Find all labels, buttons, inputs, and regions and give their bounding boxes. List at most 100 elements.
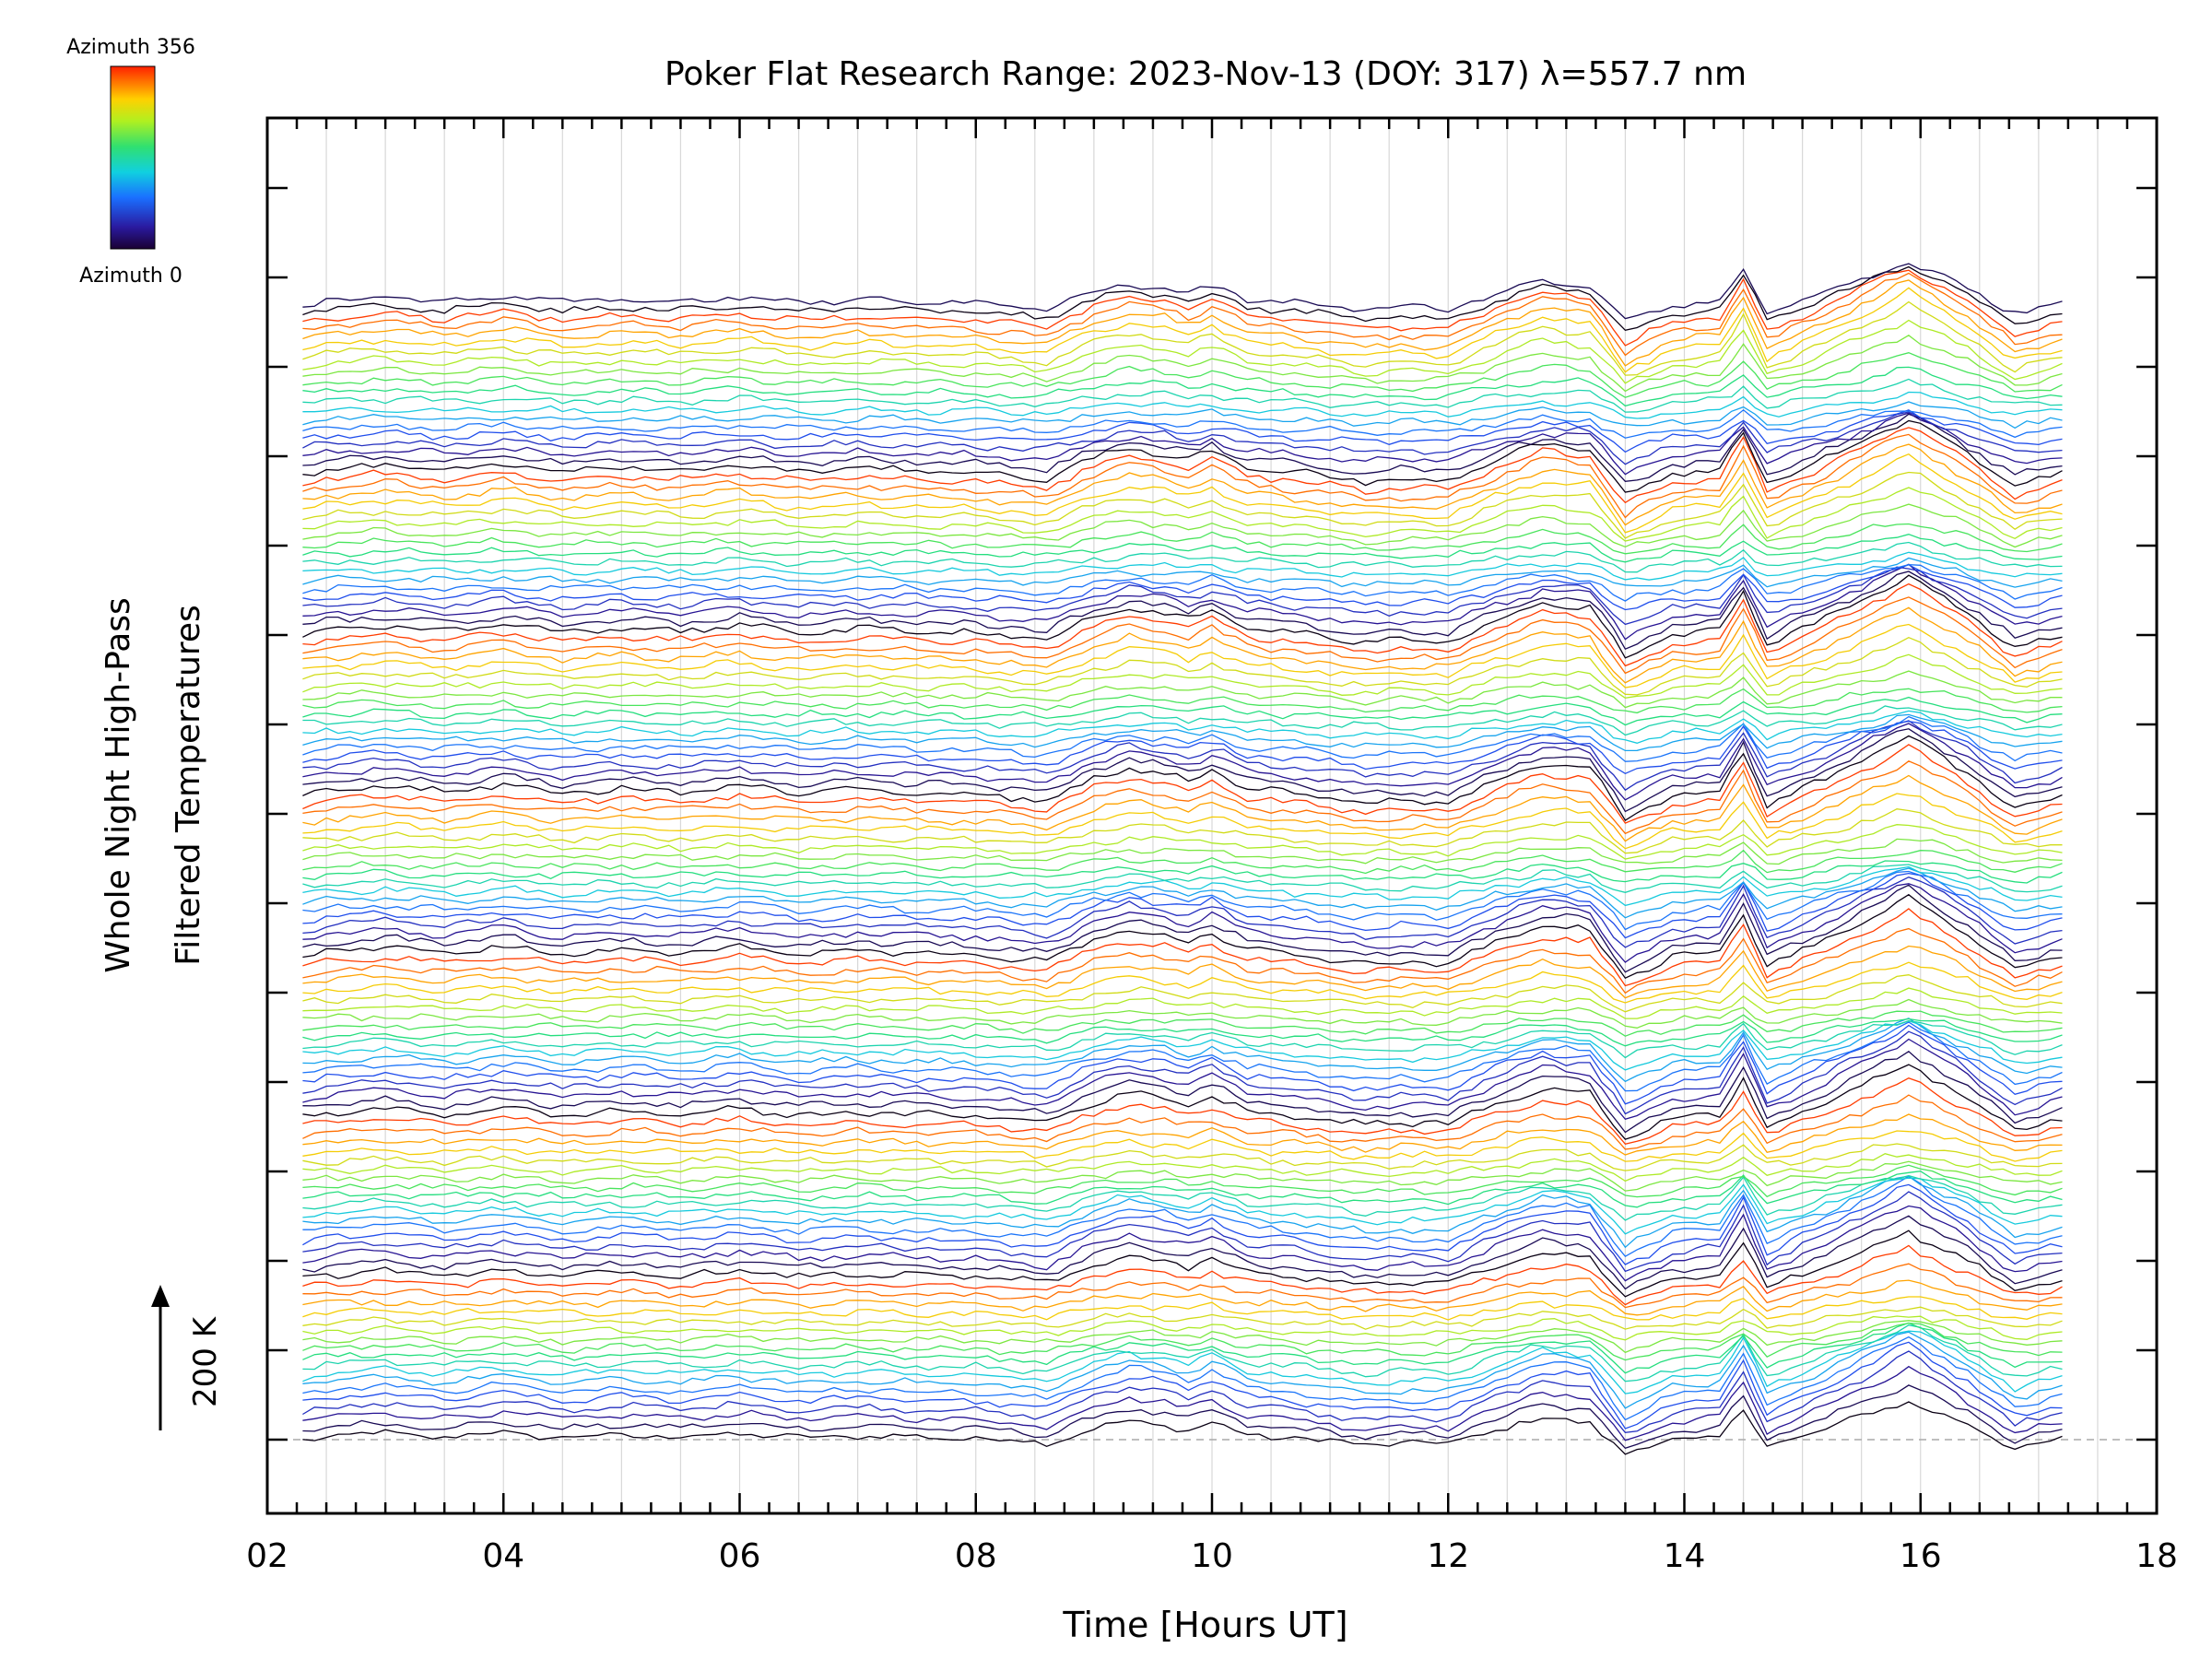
series-line	[302, 710, 2063, 744]
series-line	[302, 412, 2063, 476]
x-tick-labels: 02 04 06 08 10 12 14 16 18	[246, 1537, 2178, 1575]
x-tick-label: 10	[1191, 1537, 1233, 1575]
series-line	[302, 1024, 2063, 1105]
series-line	[302, 433, 2063, 519]
series-line	[302, 1113, 2063, 1156]
series-line	[302, 1094, 2063, 1150]
series-line	[302, 1160, 2063, 1192]
series-line	[302, 696, 2063, 726]
series-line	[302, 1315, 2063, 1341]
series-line	[302, 793, 2063, 850]
chart-title: Poker Flat Research Range: 2023-Nov-13 (…	[665, 55, 1747, 93]
series-line	[302, 471, 2063, 539]
scale-bar: 200 K	[151, 1285, 224, 1430]
series-line	[302, 1365, 2063, 1441]
series-line	[302, 443, 2063, 526]
series-line	[302, 849, 2063, 875]
series-line	[302, 563, 2063, 602]
series-line	[302, 366, 2063, 407]
series-line	[302, 688, 2063, 714]
series-line	[302, 534, 2063, 563]
series-line	[302, 564, 2063, 611]
series-line	[302, 1324, 2063, 1382]
series-line	[302, 269, 2063, 347]
series-line	[302, 1050, 2063, 1134]
series-line	[302, 860, 2063, 884]
series-line	[302, 574, 2063, 659]
series-line	[302, 808, 2063, 854]
series-line	[302, 927, 2063, 994]
series-line	[302, 541, 2063, 573]
series-line	[302, 427, 2063, 504]
series-line	[302, 1077, 2063, 1146]
series-line	[302, 1018, 2063, 1083]
series-line	[302, 1010, 2063, 1037]
series-line	[302, 884, 2063, 973]
series-line	[302, 1322, 2063, 1374]
series-line	[302, 1320, 2063, 1354]
series-line	[302, 1205, 2063, 1282]
series-line	[302, 1384, 2063, 1450]
series-line	[302, 908, 2063, 987]
series-line	[302, 409, 2063, 453]
series-line	[302, 945, 2063, 999]
series-line	[302, 744, 2063, 824]
series-line	[302, 636, 2063, 696]
series-line	[302, 453, 2063, 534]
series-line	[302, 411, 2063, 465]
x-axis-label: Time [Hours UT]	[1062, 1605, 1347, 1645]
series-line	[302, 998, 2063, 1029]
series-line	[302, 1306, 2063, 1330]
series-line	[302, 319, 2063, 384]
y-axis-label: Whole Night High-Pass Filtered Temperatu…	[100, 597, 207, 973]
colorbar-legend: Azimuth 356 Azimuth 0	[66, 36, 195, 288]
series-line	[302, 523, 2063, 555]
series-line	[302, 961, 2063, 1004]
x-tick-label: 08	[955, 1537, 997, 1575]
series-line	[302, 566, 2063, 626]
series-line	[302, 571, 2063, 651]
series-line	[302, 335, 2063, 393]
series-line	[302, 1183, 2063, 1265]
series-line	[302, 720, 2063, 792]
scale-bar-arrowhead	[151, 1285, 170, 1307]
series-line	[302, 1322, 2063, 1361]
series-line	[302, 864, 2063, 893]
series-line	[302, 867, 2063, 919]
series-line	[302, 265, 2063, 332]
series-line	[302, 300, 2063, 376]
y-label-line1: Whole Night High-Pass	[100, 597, 137, 973]
series-line	[302, 1335, 2063, 1421]
series-line	[302, 1244, 2063, 1306]
series-line	[302, 623, 2063, 688]
series-line	[302, 487, 2063, 542]
x-tick-label: 02	[246, 1537, 288, 1575]
series-line	[302, 503, 2063, 548]
vertical-grid	[325, 118, 2099, 1513]
series-line	[302, 391, 2063, 419]
y-label-line2: Filtered Temperatures	[170, 605, 207, 966]
series-line	[302, 287, 2063, 373]
legend-top-label: Azimuth 356	[66, 36, 195, 59]
series-line	[302, 563, 2063, 641]
series-line	[302, 1191, 2063, 1273]
series-line	[302, 735, 2063, 822]
series-line	[302, 1064, 2063, 1140]
series-line	[302, 1215, 2063, 1290]
series-line	[302, 1331, 2063, 1409]
series-line	[302, 1021, 2063, 1092]
series-line	[302, 1018, 2063, 1047]
series-line	[302, 1175, 2063, 1258]
series-line	[302, 865, 2063, 907]
series-line	[302, 1230, 2063, 1298]
series-line	[302, 606, 2063, 684]
axis-ticks	[265, 118, 2159, 1513]
series-line	[302, 378, 2063, 413]
series-line	[302, 838, 2063, 865]
series-line	[302, 670, 2063, 709]
series-line	[302, 1019, 2063, 1071]
series-line	[302, 1164, 2063, 1198]
series-line	[302, 728, 2063, 813]
series-line	[302, 1177, 2063, 1235]
series-line	[302, 1038, 2063, 1121]
